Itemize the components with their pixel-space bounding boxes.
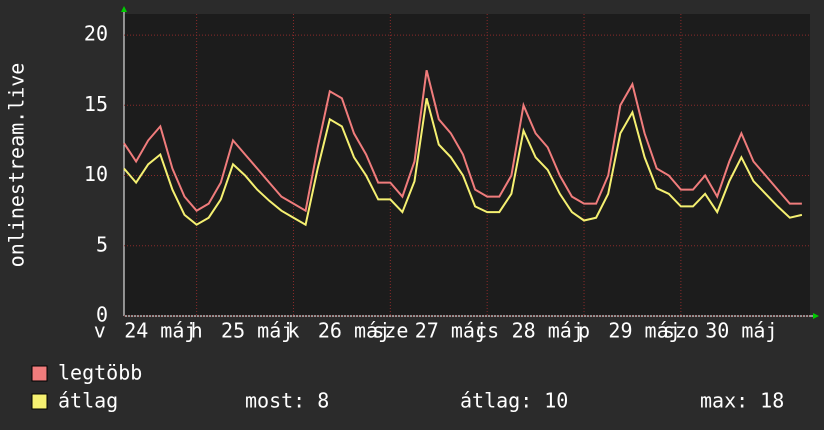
legend-label: átlag [58, 389, 118, 413]
axis-arrow [813, 313, 819, 319]
x-tick-label: cs [475, 319, 499, 343]
x-date-label: 26 máj [318, 319, 390, 343]
legend-label: legtöbb [58, 361, 142, 385]
x-tick-label: k [287, 319, 299, 343]
stat-value: 18 [760, 389, 784, 413]
stat-value: 10 [544, 389, 568, 413]
x-tick-label: sze [372, 319, 408, 343]
x-tick-label: h [191, 319, 203, 343]
y-tick-label: 15 [84, 92, 108, 116]
y-tick-label: 20 [84, 22, 108, 46]
x-date-label: 24 máj [124, 319, 196, 343]
stat-label: most: [245, 389, 305, 413]
x-date-label: 29 máj [608, 319, 680, 343]
stat-value: 8 [317, 389, 329, 413]
x-date-label: 28 máj [512, 319, 584, 343]
x-date-label: 30 máj [705, 319, 777, 343]
x-tick-label: szo [663, 319, 699, 343]
x-tick-label: v [94, 319, 106, 343]
stat-label: max: [700, 389, 748, 413]
legend-swatch [31, 393, 48, 410]
x-date-label: 25 máj [221, 319, 293, 343]
legend-swatch [31, 365, 48, 382]
x-tick-label: p [578, 319, 590, 343]
axis-arrow [121, 6, 127, 12]
y-tick-label: 10 [84, 162, 108, 186]
series-line [123, 69, 802, 213]
y-tick-label: 0 [96, 303, 108, 327]
y-tick-label: 5 [96, 232, 108, 256]
x-date-label: 27 máj [415, 319, 487, 343]
series-line [123, 98, 803, 227]
y-axis-label: onlinestream.live [5, 63, 29, 268]
stat-label: átlag: [460, 389, 532, 413]
